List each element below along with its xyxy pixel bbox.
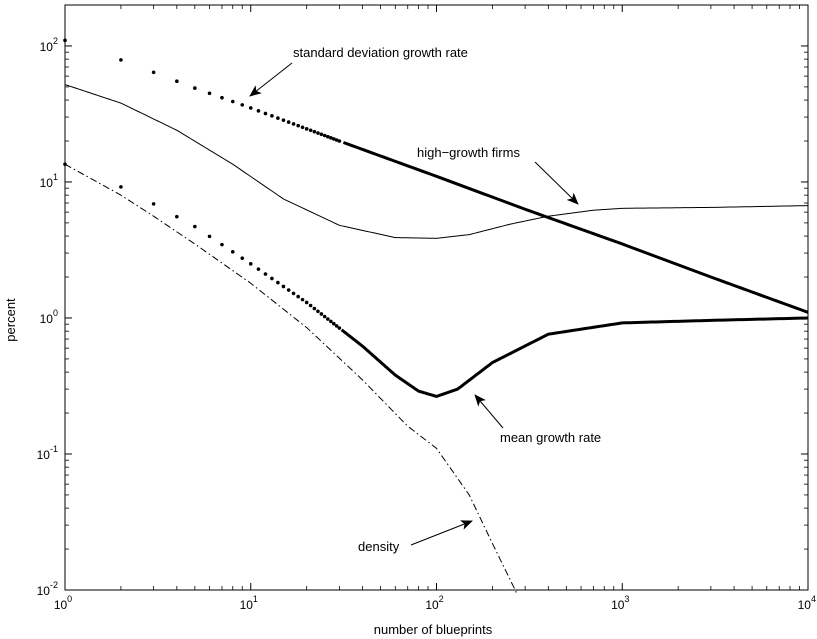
y-axis-label: percent [3,298,18,342]
series-point [276,280,280,285]
y-tick-label: 101 [40,172,58,190]
series-point [304,127,309,131]
series-point [220,242,224,247]
series-layer [63,38,809,594]
y-tick-label: 10-1 [37,444,58,462]
series-mean-growth-rate [63,162,809,398]
y-tick-label: 100 [40,308,58,326]
series-point [256,267,261,271]
series-point [286,120,291,124]
annotation-label: standard deviation growth rate [293,45,468,60]
series-point [329,136,333,140]
series-point [286,288,291,292]
series-point [119,185,123,189]
annotation-arrow [534,161,579,205]
series-point [337,326,342,330]
series-point [296,294,300,299]
series-point [319,312,324,316]
series-point [256,109,261,113]
series-point [332,137,336,141]
series-point [316,131,320,135]
series-point [207,234,212,239]
series-point [240,256,245,260]
series-point [207,91,212,96]
series-point [263,272,268,276]
x-tick-label: 101 [240,594,258,612]
annotation-arrow [474,394,504,429]
series-point [63,38,67,43]
series-point [316,309,320,314]
series-point [193,86,197,90]
series-point [175,79,179,83]
plot-area-border [64,4,809,591]
series-point [322,133,327,138]
series-point [263,111,268,116]
series-point [304,300,309,305]
series-point [319,132,324,137]
series-point [337,139,342,143]
series-point [334,138,339,142]
series-point [230,99,235,104]
y-tick-label: 10-2 [37,580,58,598]
series-point [291,291,296,296]
series-point [281,118,286,122]
x-tick-label: 102 [425,594,443,612]
series-point [329,319,333,324]
annotations-layer: standard deviation growth rate high−growt… [249,45,601,554]
series-line [342,141,809,314]
x-tick-label: 104 [798,594,816,612]
series-point [193,224,197,229]
series-point [334,324,339,328]
series-point [151,70,156,75]
series-line [340,316,809,398]
series-point [248,106,253,110]
series-point [281,284,286,289]
series-point [326,317,330,321]
y-tick-label: 102 [40,36,58,54]
plot-frame [64,4,809,591]
annotation-arrow [410,520,473,546]
series-point [296,123,300,128]
series-point [119,58,123,62]
series-point [308,303,313,308]
series-point [240,103,245,107]
series-point [308,128,313,133]
series-point [270,114,274,118]
series-point [322,314,327,319]
series-point [248,262,253,266]
annotation-label: mean growth rate [500,430,601,445]
annotation-label: density [358,539,400,554]
series-standard-deviation-growth-rate [63,38,809,314]
series-high-growth-firms [64,84,809,239]
x-tick-label: 103 [611,594,629,612]
x-tick-label: 100 [54,594,72,612]
series-point [326,134,330,139]
series-point [300,125,305,130]
ticks-layer: 100 101 102 103 104 102 101 100 10-1 10-2 [37,4,816,612]
series-point [300,297,305,302]
series-point [151,202,156,206]
series-point [312,129,317,134]
annotation-arrow [249,62,293,97]
series-point [270,276,274,281]
x-axis-label: number of blueprints [374,622,493,637]
annotation-label: high−growth firms [417,145,520,160]
series-point [312,306,317,311]
series-point [175,214,179,219]
series-point [276,116,280,120]
series-point [291,122,296,126]
series-point [230,250,235,254]
series-density [64,163,518,594]
series-point [220,95,224,100]
series-point [332,321,336,326]
